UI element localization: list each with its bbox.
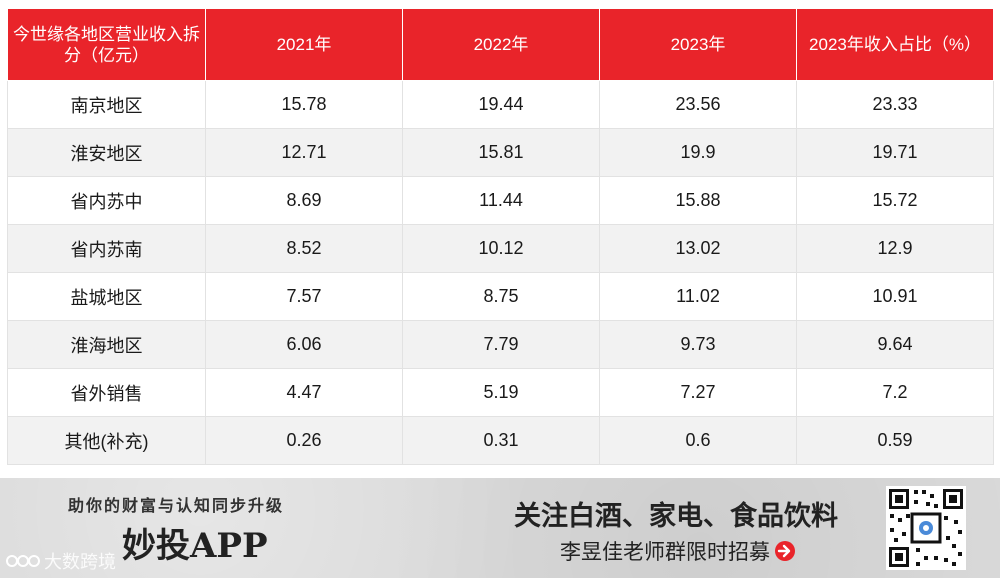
value-cell: 5.19 [402,368,600,417]
table-row: 南京地区 15.78 19.44 23.56 23.33 [7,80,994,129]
region-cell: 省外销售 [7,368,206,417]
value-cell: 9.73 [599,320,797,369]
region-cell: 淮安地区 [7,128,206,177]
value-cell: 12.71 [205,128,403,177]
value-cell: 15.72 [796,176,994,225]
value-cell: 15.81 [402,128,600,177]
header-2023: 2023年 [599,8,797,81]
value-cell: 19.71 [796,128,994,177]
table-row: 省内苏中 8.69 11.44 15.88 15.72 [7,176,994,225]
value-cell: 4.47 [205,368,403,417]
value-cell: 8.75 [402,272,600,321]
value-cell: 19.9 [599,128,797,177]
header-2023-share: 2023年收入占比（%） [796,8,994,81]
watermark-text: 大数跨境 [44,552,116,572]
revenue-table-container: 今世缘各地区营业收入拆分（亿元） 2021年 2022年 2023年 2023年… [7,8,994,465]
banner-app-name: 妙投APP [122,526,268,566]
value-cell: 15.78 [205,80,403,129]
region-cell: 省内苏南 [7,224,206,273]
qr-code-icon[interactable] [886,486,966,570]
banner-recruit[interactable]: 李昱佳老师群限时招募 [560,536,796,566]
watermark: 大数跨境 [6,548,116,574]
value-cell: 13.02 [599,224,797,273]
table-row: 省外销售 4.47 5.19 7.27 7.2 [7,368,994,417]
value-cell: 7.27 [599,368,797,417]
value-cell: 0.26 [205,416,403,465]
table-header-row: 今世缘各地区营业收入拆分（亿元） 2021年 2022年 2023年 2023年… [7,8,994,81]
value-cell: 0.6 [599,416,797,465]
header-2021: 2021年 [205,8,403,81]
table-row: 淮安地区 12.71 15.81 19.9 19.71 [7,128,994,177]
value-cell: 7.2 [796,368,994,417]
value-cell: 8.69 [205,176,403,225]
watermark-logo-icon [6,555,40,567]
table-row: 盐城地区 7.57 8.75 11.02 10.91 [7,272,994,321]
value-cell: 10.12 [402,224,600,273]
value-cell: 19.44 [402,80,600,129]
region-cell: 盐城地区 [7,272,206,321]
banner-focus-text: 关注白酒、家电、食品饮料 [514,501,838,531]
banner-recruit-text: 李昱佳老师群限时招募 [560,541,770,564]
value-cell: 23.56 [599,80,797,129]
value-cell: 7.79 [402,320,600,369]
promo-banner[interactable]: 助你的财富与认知同步升级 妙投APP 大数跨境 关注白酒、家电、食品饮料 李昱佳… [0,478,1000,578]
table-row: 淮海地区 6.06 7.79 9.73 9.64 [7,320,994,369]
value-cell: 0.59 [796,416,994,465]
header-2022: 2022年 [402,8,600,81]
value-cell: 6.06 [205,320,403,369]
revenue-by-region-table: 今世缘各地区营业收入拆分（亿元） 2021年 2022年 2023年 2023年… [7,8,994,465]
value-cell: 23.33 [796,80,994,129]
table-row: 省内苏南 8.52 10.12 13.02 12.9 [7,224,994,273]
region-cell: 省内苏中 [7,176,206,225]
value-cell: 9.64 [796,320,994,369]
value-cell: 12.9 [796,224,994,273]
value-cell: 7.57 [205,272,403,321]
region-cell: 淮海地区 [7,320,206,369]
arrow-right-circle-icon [775,541,795,561]
region-cell: 南京地区 [7,80,206,129]
value-cell: 11.02 [599,272,797,321]
region-cell: 其他(补充) [7,416,206,465]
value-cell: 8.52 [205,224,403,273]
value-cell: 15.88 [599,176,797,225]
header-region: 今世缘各地区营业收入拆分（亿元） [7,8,206,81]
value-cell: 11.44 [402,176,600,225]
value-cell: 10.91 [796,272,994,321]
value-cell: 0.31 [402,416,600,465]
table-row: 其他(补充) 0.26 0.31 0.6 0.59 [7,416,994,465]
banner-slogan: 助你的财富与认知同步升级 [68,498,285,515]
